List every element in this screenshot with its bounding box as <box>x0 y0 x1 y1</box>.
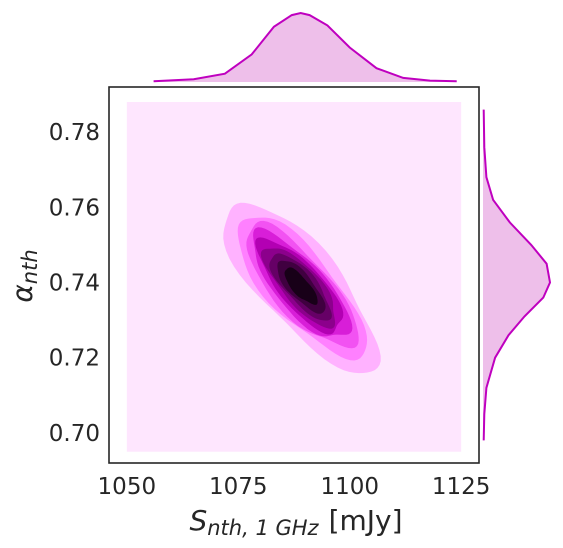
x-tick-label: 1100 <box>320 474 379 500</box>
y-tick-label: 0.76 <box>49 195 100 221</box>
marginal-y-line <box>482 109 552 441</box>
kde-contours <box>223 202 381 374</box>
x-tick-labels: 1050 1075 1100 1125 <box>98 474 491 500</box>
y-tick-labels: 0.70 0.72 0.74 0.76 0.78 <box>49 120 100 447</box>
y-tick-label: 0.72 <box>49 346 100 372</box>
marginal-x-density <box>153 11 457 83</box>
marginal-x-fill <box>153 13 457 82</box>
x-axis-label: Snth, 1 GHz [mJy] <box>189 504 402 540</box>
y-axis-label: αnth <box>6 249 42 302</box>
joint-plot-area <box>108 86 480 464</box>
x-axis-label-symbol: S <box>189 504 207 537</box>
y-axis-label-symbol: α <box>6 284 39 303</box>
marginal-y-density <box>482 109 552 441</box>
x-tick-label: 1050 <box>98 474 157 500</box>
x-axis-label-subscript: nth, 1 GHz <box>207 516 319 540</box>
x-tick-label: 1125 <box>432 474 491 500</box>
marginal-x-line <box>153 11 457 83</box>
y-axis-label-subscript: nth <box>18 249 42 284</box>
y-tick-label: 0.70 <box>49 421 100 447</box>
marginal-y-fill <box>483 109 550 441</box>
x-tick-label: 1075 <box>209 474 268 500</box>
y-tick-label: 0.74 <box>49 271 100 297</box>
x-axis-label-unit: [mJy] <box>329 504 403 537</box>
plot-frame <box>108 86 480 464</box>
kde-contour-level-9 <box>284 267 318 305</box>
y-tick-label: 0.78 <box>49 120 100 146</box>
